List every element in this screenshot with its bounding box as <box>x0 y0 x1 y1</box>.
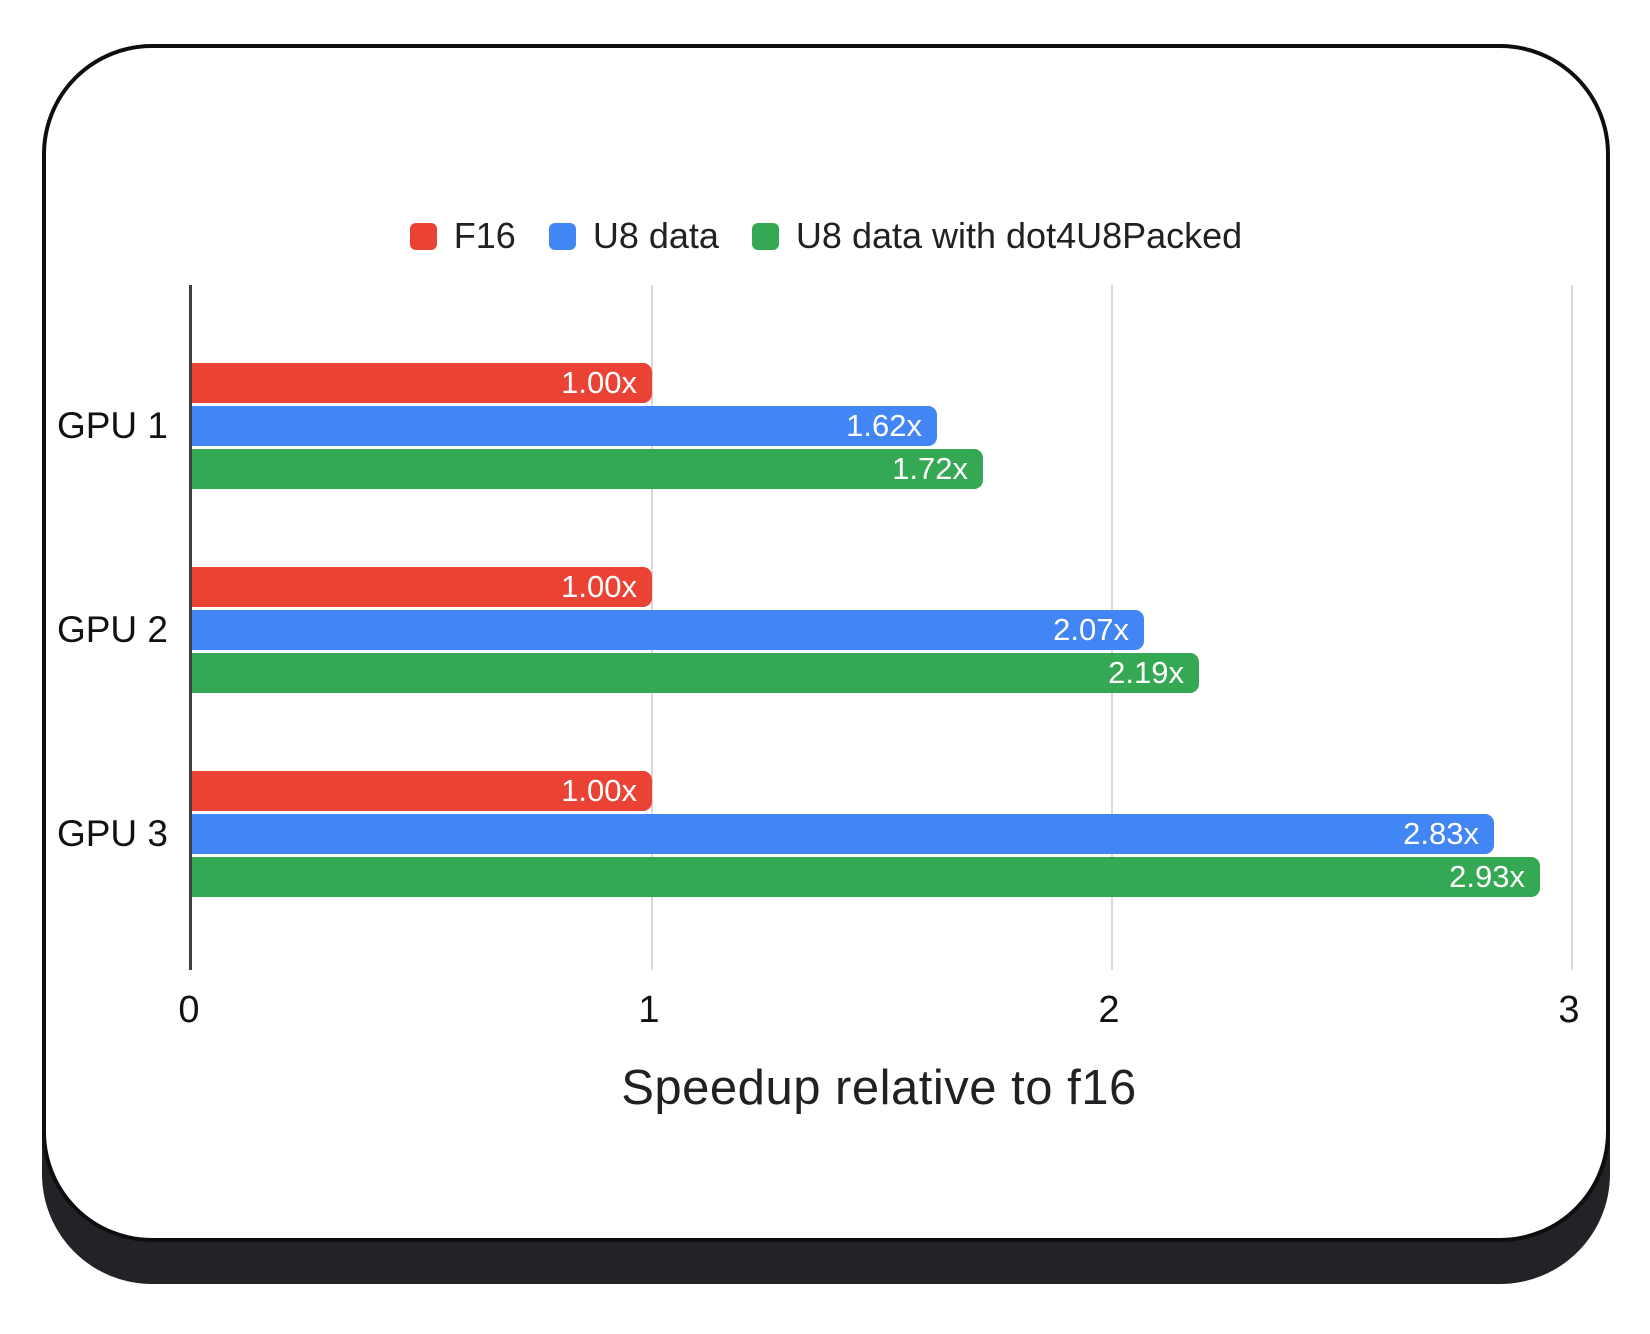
legend-label: U8 data <box>592 215 719 256</box>
gridline <box>1571 285 1573 970</box>
legend-swatch-icon <box>548 222 576 250</box>
x-axis-title: Speedup relative to f16 <box>621 1061 1137 1115</box>
bar-value-label: 2.83x <box>1403 816 1479 851</box>
legend-swatch-icon <box>751 222 779 250</box>
legend-item: F16 <box>409 215 516 257</box>
bar-u8-data-gpu-2: 2.07x <box>192 610 1144 650</box>
category-label: GPU 1 <box>56 405 168 446</box>
x-axis-tick-label: 3 <box>1558 989 1580 1031</box>
bar-row: 1.00x <box>192 771 1572 811</box>
bar-value-label: 1.62x <box>846 408 922 443</box>
bar-f16-gpu-2: 1.00x <box>192 567 652 607</box>
bar-row: 1.00x <box>192 363 1572 403</box>
bar-value-label: 2.07x <box>1053 612 1129 647</box>
chart-card: F16 U8 data U8 data with dot4U8Packed 1.00… <box>42 44 1610 1242</box>
bar-u8-data-gpu-3: 2.83x <box>192 814 1494 854</box>
bar-value-label: 2.19x <box>1108 655 1184 690</box>
bar-row: 2.93x <box>192 857 1572 897</box>
bar-u8-data-with-dot4u8packed-gpu-1: 1.72x <box>192 449 983 489</box>
category-label: GPU 3 <box>56 813 168 854</box>
x-axis-tick-label: 1 <box>638 989 660 1031</box>
bar-row: 2.19x <box>192 653 1572 693</box>
legend-item: U8 data with dot4U8Packed <box>751 215 1243 257</box>
bar-u8-data-with-dot4u8packed-gpu-3: 2.93x <box>192 857 1540 897</box>
bar-value-label: 1.00x <box>561 365 637 400</box>
legend-label: U8 data with dot4U8Packed <box>795 215 1243 256</box>
legend-swatch-icon <box>409 222 437 250</box>
bar-f16-gpu-1: 1.00x <box>192 363 652 403</box>
bar-row: 2.83x <box>192 814 1572 854</box>
bar-row: 1.62x <box>192 406 1572 446</box>
bar-value-label: 1.72x <box>892 451 968 486</box>
bar-value-label: 1.00x <box>561 569 637 604</box>
bar-row: 1.00x <box>192 567 1572 607</box>
bar-f16-gpu-3: 1.00x <box>192 771 652 811</box>
bar-row: 1.72x <box>192 449 1572 489</box>
chart-legend: F16 U8 data U8 data with dot4U8Packed <box>46 208 1606 264</box>
bar-u8-data-with-dot4u8packed-gpu-2: 2.19x <box>192 653 1199 693</box>
bar-u8-data-gpu-1: 1.62x <box>192 406 937 446</box>
bar-value-label: 2.93x <box>1449 859 1525 894</box>
x-axis-tick-label: 2 <box>1098 989 1120 1031</box>
plot-area: 1.00x 1.62x 1.72x 1.00x 2.07x 2.19x 1.00x 2.83x… <box>189 285 1573 970</box>
x-axis-tick-label: 0 <box>178 989 200 1031</box>
category-label: GPU 2 <box>56 609 168 650</box>
legend-label: F16 <box>453 215 516 256</box>
bar-value-label: 1.00x <box>561 773 637 808</box>
bar-row: 2.07x <box>192 610 1572 650</box>
legend-item: U8 data <box>548 215 719 257</box>
